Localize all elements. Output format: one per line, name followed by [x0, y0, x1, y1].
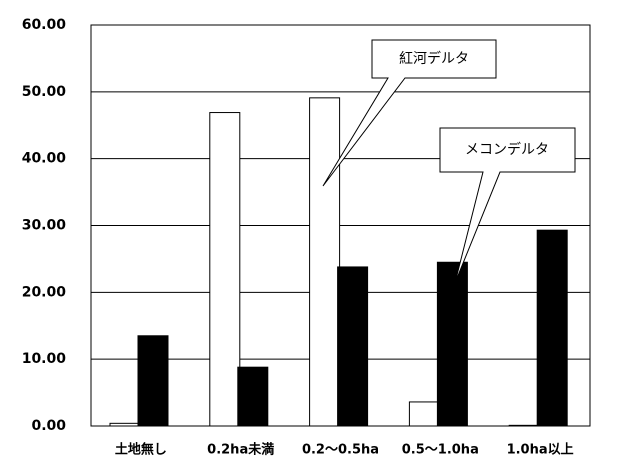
- bar: [436, 261, 468, 427]
- bar: [536, 229, 568, 427]
- x-tick-label: 土地無し: [115, 442, 167, 458]
- bar: [209, 112, 241, 427]
- bar: [237, 366, 269, 427]
- y-tick-label: 60.00: [22, 17, 67, 33]
- callout-label: 紅河デルタ: [399, 50, 469, 67]
- bar: [137, 335, 169, 427]
- bar: [408, 401, 440, 427]
- x-tick-label: 0.2～0.5ha: [302, 443, 379, 458]
- bar: [309, 97, 341, 427]
- y-tick-label: 10.00: [22, 351, 67, 367]
- y-tick-label: 30.00: [22, 218, 67, 234]
- y-tick-label: 40.00: [22, 151, 67, 167]
- bar: [337, 266, 369, 427]
- y-tick-label: 50.00: [22, 84, 67, 100]
- y-tick-label: 20.00: [22, 284, 67, 300]
- x-tick-label: 0.5～1.0ha: [402, 443, 479, 458]
- bar: [508, 424, 540, 427]
- x-tick-label: 0.2ha未満: [207, 442, 274, 458]
- bar: [109, 422, 141, 427]
- callout-label: メコンデルタ: [465, 141, 549, 158]
- callout: [322, 39, 497, 187]
- callout: [439, 127, 576, 284]
- x-tick-label: 1.0ha以上: [507, 443, 574, 458]
- y-tick-label: 0.00: [31, 418, 66, 434]
